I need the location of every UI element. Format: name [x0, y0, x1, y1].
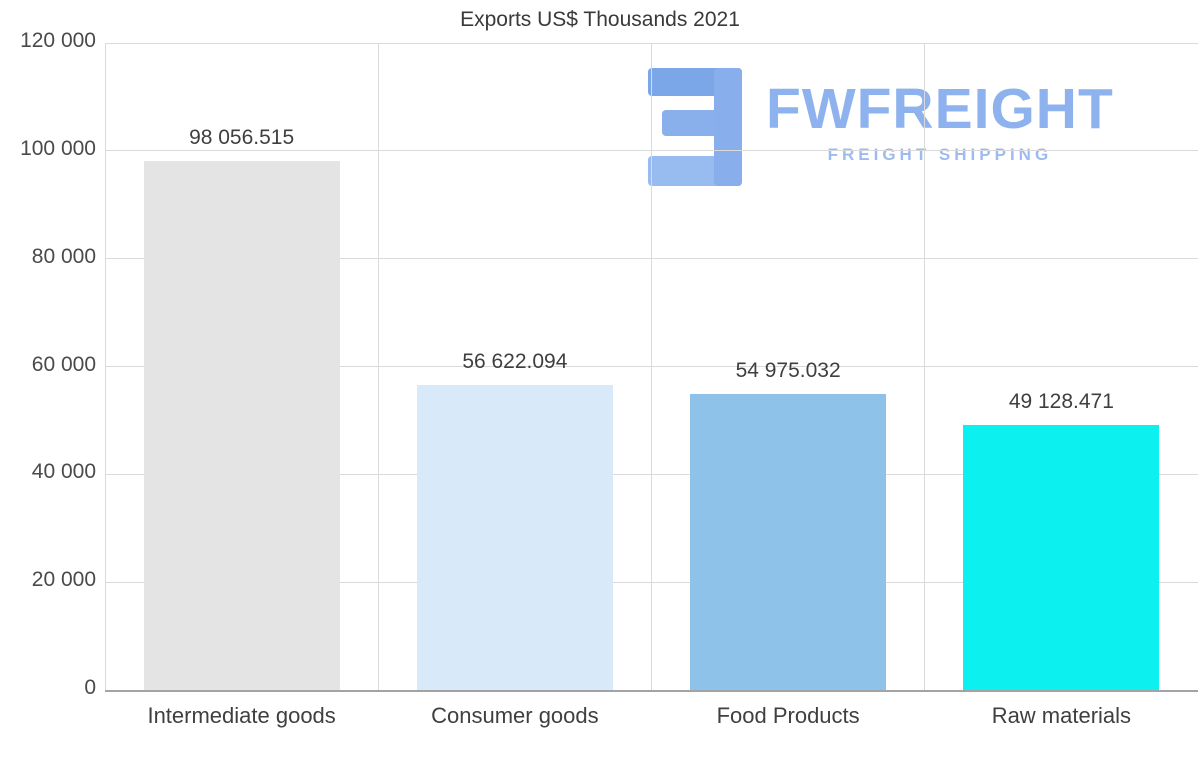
logo-subtitle: FREIGHT SHIPPING [827, 145, 1053, 165]
bar-value-label: 98 056.515 [189, 126, 295, 150]
y-axis-tick-label: 60 000 [31, 352, 96, 376]
fwfreight-logo: FWFREIGHT FREIGHT SHIPPING [648, 68, 1114, 186]
bar-value-label: 54 975.032 [735, 358, 841, 382]
gridline-vertical [377, 43, 379, 690]
bar-raw-materials [963, 425, 1160, 690]
x-axis-category-label: Food Products [716, 703, 860, 728]
x-axis-category-label: Raw materials [991, 703, 1132, 728]
logo-text-block: FWFREIGHT FREIGHT SHIPPING [766, 77, 1114, 165]
logo-wordmark: FWFREIGHT [766, 77, 1114, 141]
bar-value-label: 56 622.094 [462, 349, 568, 373]
bar-value-label: 49 128.471 [1008, 390, 1114, 414]
y-axis-tick-label: 20 000 [31, 568, 96, 592]
y-axis-tick-label: 80 000 [31, 244, 96, 268]
gridline-vertical [924, 43, 926, 690]
y-axis-tick-label: 100 000 [20, 136, 96, 160]
y-axis-tick-label: 0 [84, 676, 96, 699]
bar-consumer-goods [416, 384, 613, 690]
bar-intermediate-goods [143, 161, 340, 690]
x-axis-category-label: Intermediate goods [147, 703, 336, 728]
x-axis-category-label: Consumer goods [431, 703, 599, 728]
y-axis-tick-label: 40 000 [31, 460, 96, 484]
x-axis-line [105, 690, 1198, 692]
y-axis-tick-label: 120 000 [20, 29, 96, 52]
bar-food-products [690, 393, 887, 690]
gridline-vertical [651, 43, 652, 690]
fwfreight-logo-icon [648, 68, 744, 186]
gridline-vertical [104, 43, 106, 690]
chart-title: Exports US$ Thousands 2021 [460, 8, 740, 31]
